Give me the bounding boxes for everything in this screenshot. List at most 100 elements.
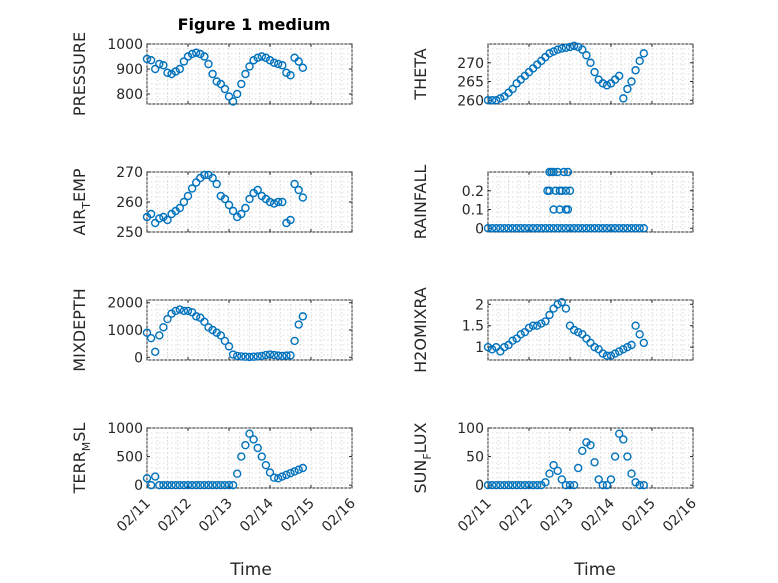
data-point — [602, 480, 612, 490]
data-point — [578, 224, 587, 233]
figure-title: Figure 1 medium — [178, 15, 331, 34]
data-point — [290, 336, 299, 346]
data-point — [175, 64, 185, 74]
data-point — [228, 350, 238, 359]
data-point — [253, 53, 262, 62]
data-point — [549, 224, 558, 233]
data-point — [553, 300, 562, 309]
data-point — [487, 480, 497, 490]
data-point — [528, 480, 538, 490]
x-tick-label: 02/16 — [319, 495, 359, 535]
data-point — [563, 205, 573, 214]
data-point — [286, 71, 295, 80]
data-point — [257, 52, 266, 61]
subplot-theta: 260 265 270 THETA — [411, 41, 694, 109]
data-point — [208, 173, 217, 183]
data-point — [569, 224, 579, 233]
data-point — [171, 306, 180, 316]
x-tick-label: 02/11 — [455, 496, 495, 536]
data-point — [549, 460, 558, 470]
y-tick-label: 0 — [134, 350, 143, 366]
y-axis-label: H2OMIXRA — [411, 287, 430, 373]
y-tick-label: 0.2 — [462, 184, 484, 200]
data-point — [508, 224, 517, 233]
data-point — [290, 179, 299, 189]
data-point — [549, 47, 558, 56]
data-point — [183, 52, 193, 61]
data-point — [557, 475, 566, 484]
data-point — [492, 224, 501, 233]
data-point — [553, 45, 562, 54]
data-point — [220, 194, 230, 204]
data-point — [533, 224, 542, 233]
data-point — [298, 63, 307, 72]
data-point — [483, 480, 493, 490]
data-point — [555, 205, 564, 214]
data-point — [492, 480, 501, 490]
data-point — [261, 53, 271, 62]
data-point — [167, 69, 176, 79]
data-point — [159, 480, 168, 490]
data-point — [602, 81, 612, 90]
data-point — [565, 186, 575, 195]
data-point — [615, 224, 624, 233]
data-point — [200, 52, 209, 61]
data-point — [561, 43, 571, 52]
data-point — [615, 347, 624, 356]
data-point — [508, 84, 517, 94]
data-point — [602, 224, 612, 233]
data-point — [524, 480, 534, 490]
x-tick-label: 02/11 — [114, 496, 154, 536]
data-point — [257, 351, 266, 361]
data-point — [553, 466, 562, 476]
data-point — [586, 440, 595, 450]
data-point — [578, 446, 587, 456]
data-point — [483, 96, 493, 105]
data-point — [586, 224, 595, 233]
data-point — [565, 480, 575, 490]
data-point — [598, 480, 607, 490]
data-point — [282, 68, 291, 77]
data-point — [200, 317, 209, 327]
data-point — [171, 480, 180, 490]
data-point — [241, 440, 250, 450]
data-point — [253, 352, 262, 361]
data-point — [175, 305, 185, 314]
subplot-sun-flux: 02/11 02/12 02/13 02/14 02/15 02/16 0 50 100 SUNF… — [411, 421, 700, 535]
data-point — [602, 351, 612, 360]
data-point — [191, 178, 201, 187]
data-point — [610, 224, 620, 233]
data-point — [565, 224, 575, 233]
x-tick-label: 02/16 — [660, 495, 700, 535]
subplot-terr-msl: 02/11 02/12 02/13 02/14 02/15 02/16 0 500 1000 TE… — [70, 421, 359, 535]
data-point — [159, 61, 168, 70]
data-point — [500, 224, 509, 233]
data-point — [541, 478, 550, 487]
data-point — [631, 66, 640, 75]
data-point — [286, 468, 295, 478]
data-point — [563, 167, 573, 177]
data-point — [520, 480, 530, 490]
data-point — [590, 67, 599, 77]
y-axis-label: SUNFLUX — [411, 422, 434, 493]
data-point — [606, 224, 616, 233]
data-point — [500, 342, 509, 352]
data-point — [500, 480, 509, 490]
data-point — [237, 79, 246, 89]
data-point — [187, 49, 197, 59]
data-point — [228, 97, 238, 106]
data-point — [549, 167, 558, 177]
y-tick-label: 0.1 — [462, 203, 484, 219]
data-point — [265, 197, 275, 207]
x-tick-label: 02/15 — [278, 496, 318, 536]
data-point — [610, 349, 620, 358]
data-point — [487, 224, 497, 233]
x-axis-label-left: Time — [229, 560, 272, 580]
subplot-rainfall: 0 0.1 0.2 RAINFALL — [411, 165, 694, 239]
data-point — [294, 320, 303, 329]
data-point — [541, 224, 550, 233]
data-point — [245, 194, 254, 204]
data-point — [216, 79, 226, 89]
data-point — [216, 331, 226, 340]
data-point — [163, 215, 172, 225]
